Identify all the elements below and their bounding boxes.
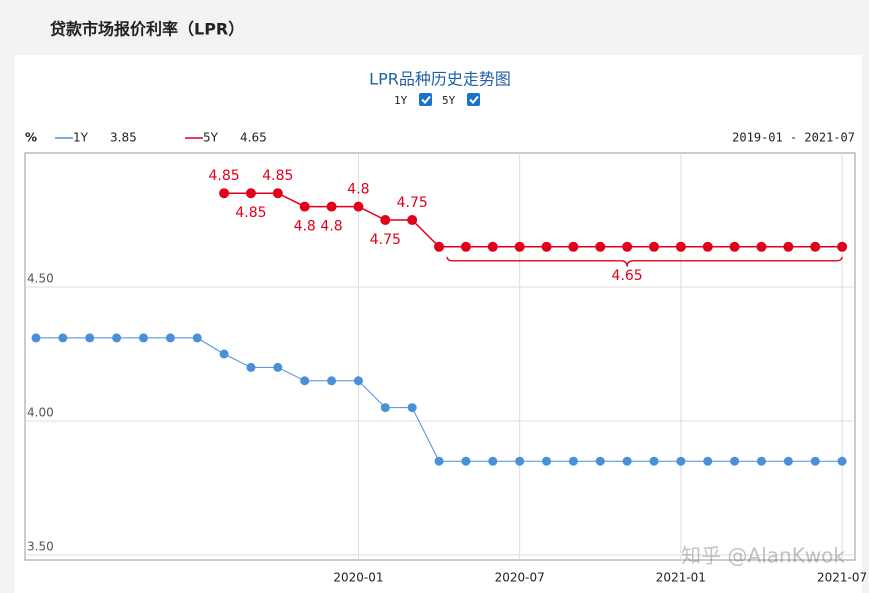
data-point (515, 456, 525, 466)
data-point (327, 376, 337, 386)
data-point (273, 362, 283, 372)
data-point (380, 215, 391, 225)
plot-frame (24, 152, 856, 561)
checkbox[interactable] (467, 93, 480, 106)
data-point (810, 241, 821, 252)
data-point (595, 456, 605, 466)
data-point (85, 333, 95, 343)
data-label: 4.8 (347, 182, 369, 198)
legend-label: 1Y (73, 131, 89, 145)
data-label: 4.8 (320, 219, 342, 235)
x-tick-label: 2020-01 (333, 571, 383, 585)
data-point (219, 349, 229, 359)
y-tick-label: 3.50 (27, 540, 54, 554)
data-point (542, 456, 552, 466)
data-label: 4.8 (294, 219, 316, 235)
data-point (810, 456, 820, 466)
brace (446, 256, 843, 267)
data-point (488, 456, 498, 466)
data-point (622, 456, 632, 466)
data-point (434, 456, 444, 466)
data-label: 4.85 (235, 205, 266, 221)
data-point (246, 362, 256, 372)
watermark: 知乎 @AlanKwok (681, 544, 845, 568)
panel (15, 55, 862, 593)
data-point (730, 456, 740, 466)
y-unit: % (25, 131, 37, 145)
data-point (649, 241, 660, 252)
data-point (407, 403, 417, 413)
data-point (541, 241, 552, 252)
data-point (407, 215, 418, 225)
y-tick-label: 4.00 (27, 406, 54, 420)
x-tick-label: 2021-07 (817, 571, 867, 585)
data-point (138, 333, 148, 343)
data-point (300, 376, 310, 386)
data-point (568, 456, 578, 466)
checkbox-label: 5Y (442, 94, 456, 107)
data-label: 4.85 (262, 168, 293, 184)
legend-label: 5Y (203, 131, 219, 145)
checkmark (421, 95, 431, 104)
data-label: 4.65 (612, 268, 643, 284)
data-point (31, 333, 41, 343)
legend-value: 3.85 (110, 131, 137, 145)
data-point (595, 241, 606, 252)
x-tick-label: 2020-07 (495, 571, 545, 585)
data-point (649, 456, 659, 466)
data-point (192, 333, 202, 343)
data-point (487, 241, 498, 252)
data-point (729, 241, 740, 252)
data-point (837, 456, 847, 466)
checkbox[interactable] (419, 93, 432, 106)
y-tick-label: 4.50 (27, 272, 54, 286)
data-point (756, 241, 767, 252)
data-point (676, 456, 686, 466)
data-point (326, 201, 337, 212)
data-point (272, 188, 283, 199)
range-label: 2019-01 - 2021-07 (732, 131, 855, 145)
data-point (434, 241, 445, 252)
data-point (219, 188, 230, 199)
data-point (245, 188, 256, 199)
data-point (380, 403, 390, 413)
data-point (460, 241, 471, 252)
legend-value: 4.65 (240, 131, 267, 145)
data-point (58, 333, 68, 343)
checkbox-label: 1Y (394, 94, 408, 107)
checkmark (469, 95, 479, 104)
page-title: 贷款市场报价利率（LPR） (50, 20, 244, 39)
data-point (783, 241, 794, 252)
data-point (675, 241, 686, 252)
data-point (783, 456, 793, 466)
chart-title: LPR品种历史走势图 (369, 70, 511, 89)
data-point (353, 201, 364, 212)
data-point (702, 241, 713, 252)
data-point (703, 456, 713, 466)
data-label: 4.75 (397, 195, 428, 211)
data-point (353, 376, 363, 386)
data-point (756, 456, 766, 466)
data-point (622, 241, 633, 252)
data-point (837, 241, 848, 252)
data-point (112, 333, 122, 343)
data-label: 4.85 (209, 168, 240, 184)
data-point (165, 333, 175, 343)
data-label: 4.75 (370, 232, 401, 248)
data-point (461, 456, 471, 466)
data-point (514, 241, 525, 252)
x-tick-label: 2021-01 (656, 571, 706, 585)
data-point (568, 241, 579, 252)
data-point (299, 201, 310, 212)
